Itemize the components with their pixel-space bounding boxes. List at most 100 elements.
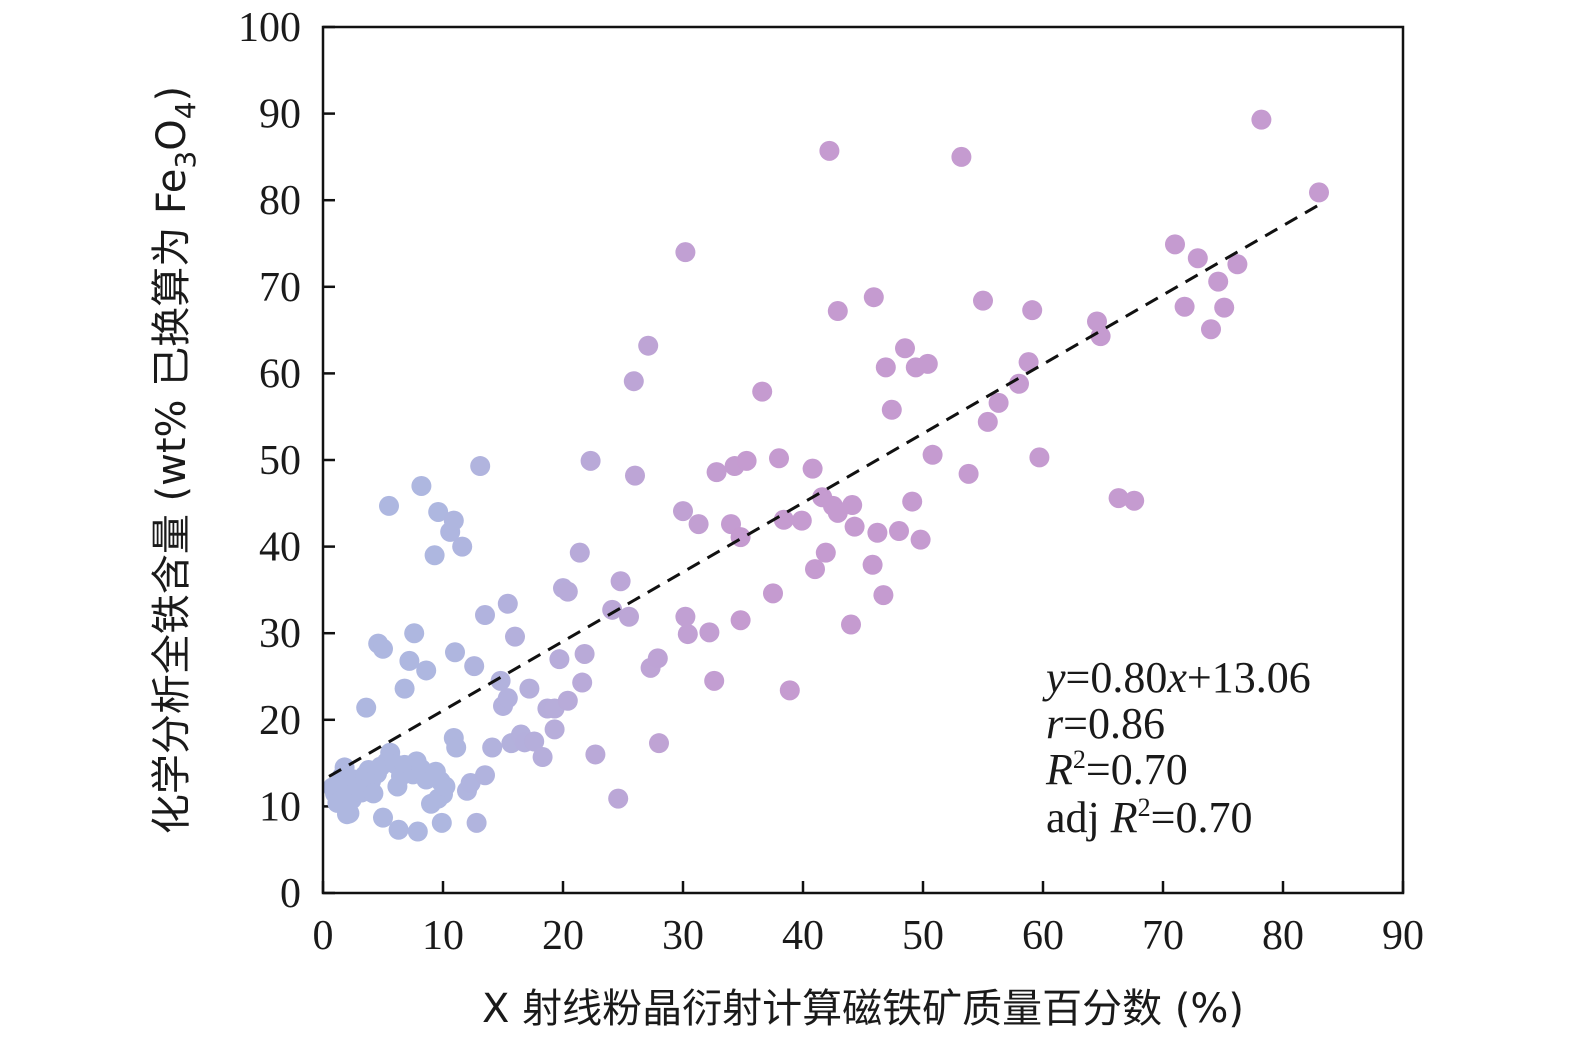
x-tick-label: 70 [1142, 913, 1184, 959]
data-point [497, 688, 518, 709]
data-point [827, 301, 848, 322]
data-point [482, 737, 503, 758]
x-tick-label: 80 [1262, 913, 1304, 959]
data-point [1108, 488, 1129, 509]
data-point [446, 737, 467, 758]
y-tick-label: 10 [259, 784, 301, 830]
x-tick-label: 30 [662, 913, 704, 959]
data-point [1022, 300, 1043, 321]
data-point [649, 733, 669, 754]
data-point [699, 622, 720, 643]
data-point [411, 475, 432, 496]
data-point [623, 371, 644, 392]
data-point [435, 776, 456, 797]
data-point [602, 599, 623, 620]
data-point [379, 495, 399, 516]
data-point [673, 501, 693, 522]
data-point [475, 605, 495, 626]
data-point [638, 335, 659, 356]
x-axis-label: X 射线粉晶衍射计算磁铁矿质量百分数 (%) [482, 986, 1244, 1032]
data-point [675, 606, 696, 627]
x-tick-labels: 0 10 20 30 40 50 60 70 80 90 [313, 913, 1425, 959]
data-point [497, 593, 518, 614]
data-point [524, 731, 545, 752]
data-point [706, 462, 727, 483]
data-point [356, 697, 377, 718]
data-point [881, 399, 902, 420]
y-tick-label: 50 [259, 438, 301, 484]
data-point [388, 819, 409, 840]
data-point [363, 783, 384, 804]
data-point [769, 448, 789, 469]
data-point [1251, 109, 1272, 130]
data-point [958, 463, 979, 484]
x-tick-label: 10 [422, 913, 464, 959]
x-tick-label: 40 [782, 913, 824, 959]
data-point [977, 411, 998, 432]
y-tick-label: 30 [259, 611, 301, 657]
data-point [902, 491, 923, 512]
data-point [773, 509, 794, 530]
y-tick-label: 40 [259, 525, 301, 571]
y-tick-label: 20 [259, 698, 301, 744]
data-point [431, 812, 452, 833]
data-point [475, 765, 495, 786]
y-tick-label: 0 [280, 871, 301, 917]
data-point [569, 542, 590, 563]
regression-line [328, 203, 1320, 778]
data-point [895, 338, 915, 359]
data-point [505, 626, 525, 647]
y-tick-labels: 0 10 20 30 40 50 60 70 80 90 100 [238, 5, 301, 917]
data-point [394, 678, 415, 699]
y-tick-label: 80 [259, 178, 301, 224]
data-point [677, 624, 698, 645]
data-point [1214, 297, 1235, 318]
data-point [988, 392, 1009, 413]
data-point [875, 357, 896, 378]
data-point [549, 649, 570, 670]
data-point [407, 821, 428, 842]
data-point [1174, 296, 1195, 317]
data-point [841, 614, 861, 635]
data-point [1124, 490, 1145, 511]
x-tick-label: 90 [1382, 913, 1424, 959]
data-point [490, 670, 511, 691]
data-point [519, 678, 540, 699]
data-point [730, 610, 751, 631]
data-point [910, 529, 931, 550]
data-point [844, 516, 865, 537]
data-point [863, 287, 884, 308]
data-point [1018, 352, 1039, 373]
data-point [416, 660, 437, 681]
data-point [619, 606, 639, 627]
data-point [464, 656, 485, 677]
x-tick-label: 60 [1022, 913, 1064, 959]
data-point [873, 585, 894, 606]
y-tick-label: 90 [259, 92, 301, 138]
data-point [466, 812, 487, 833]
data-point [1165, 234, 1185, 255]
data-point [791, 510, 812, 531]
data-point [610, 571, 631, 592]
data-point [373, 638, 393, 659]
data-point [675, 242, 696, 263]
data-point [779, 680, 800, 701]
data-point [580, 450, 601, 471]
data-point [608, 788, 629, 809]
data-point [470, 456, 491, 477]
x-tick-label: 20 [542, 913, 584, 959]
data-point [973, 290, 993, 311]
y-tick-label: 70 [259, 265, 301, 311]
data-point [404, 623, 425, 644]
data-point [625, 465, 645, 486]
y-tick-label: 60 [259, 351, 301, 397]
x-tick-label: 0 [313, 913, 334, 959]
x-tick-label: 50 [902, 913, 944, 959]
data-point [951, 146, 972, 167]
data-point [736, 450, 757, 471]
data-point [1187, 248, 1208, 269]
data-point [574, 643, 595, 664]
data-point [585, 744, 606, 765]
data-point [557, 581, 578, 602]
